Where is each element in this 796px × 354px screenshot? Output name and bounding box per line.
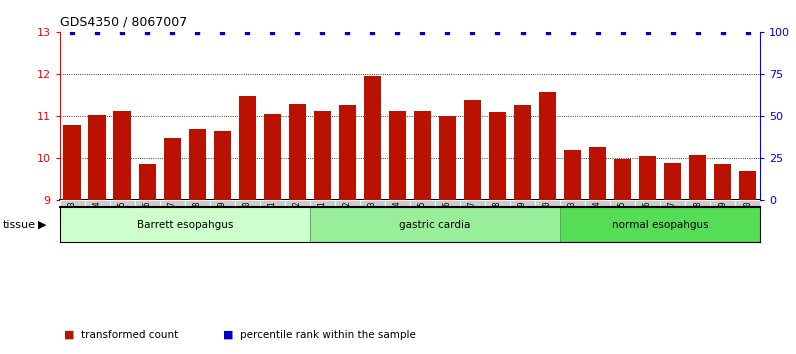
Bar	[535, 200, 560, 207]
Text: tissue: tissue	[2, 220, 35, 230]
Bar	[736, 200, 760, 207]
Bar	[689, 155, 706, 200]
Bar	[414, 111, 431, 200]
Text: percentile rank within the sample: percentile rank within the sample	[240, 330, 416, 339]
Text: normal esopahgus: normal esopahgus	[612, 220, 708, 230]
Bar	[610, 200, 635, 207]
Bar	[88, 115, 106, 200]
Bar	[285, 200, 310, 207]
Text: gastric cardia: gastric cardia	[400, 220, 470, 230]
Text: GSM851983: GSM851983	[68, 200, 76, 242]
Bar	[560, 207, 760, 242]
Bar	[163, 138, 181, 200]
Text: GSM852000: GSM852000	[743, 200, 752, 242]
Text: GSM851991: GSM851991	[267, 200, 277, 242]
Bar	[213, 131, 231, 200]
Text: GSM851995: GSM851995	[618, 200, 627, 242]
Bar	[135, 200, 160, 207]
Text: GSM851986: GSM851986	[142, 200, 152, 242]
Bar	[160, 200, 185, 207]
Text: GSM851999: GSM851999	[718, 200, 728, 242]
Text: GSM852004: GSM852004	[393, 200, 402, 242]
Bar	[435, 200, 460, 207]
Bar	[84, 200, 110, 207]
Text: ■: ■	[64, 330, 74, 339]
Text: Barrett esopahgus: Barrett esopahgus	[137, 220, 233, 230]
Text: GSM852010: GSM852010	[543, 200, 552, 242]
Bar	[185, 200, 210, 207]
Text: GSM852003: GSM852003	[368, 200, 377, 242]
Text: GSM851997: GSM851997	[668, 200, 677, 242]
Bar	[314, 111, 331, 200]
Text: transformed count: transformed count	[81, 330, 178, 339]
Text: GSM851996: GSM851996	[643, 200, 652, 242]
Bar	[259, 200, 285, 207]
Bar	[710, 200, 736, 207]
Bar	[539, 92, 556, 200]
Bar	[660, 200, 685, 207]
Bar	[310, 207, 560, 242]
Text: GSM851988: GSM851988	[193, 200, 202, 242]
Bar	[60, 200, 84, 207]
Text: GDS4350 / 8067007: GDS4350 / 8067007	[60, 16, 187, 29]
Bar	[485, 200, 510, 207]
Bar	[210, 200, 235, 207]
Text: GSM852008: GSM852008	[493, 200, 502, 242]
Text: GSM851990: GSM851990	[243, 200, 252, 242]
Text: GSM852009: GSM852009	[518, 200, 527, 242]
Text: GSM852007: GSM852007	[468, 200, 477, 242]
Bar	[239, 96, 256, 200]
Text: ▶: ▶	[38, 220, 47, 230]
Bar	[385, 200, 410, 207]
Bar	[114, 111, 131, 200]
Text: GSM851984: GSM851984	[92, 200, 102, 242]
Bar	[560, 200, 585, 207]
Bar	[110, 200, 135, 207]
Bar	[664, 163, 681, 200]
Bar	[639, 156, 657, 200]
Bar	[60, 207, 310, 242]
Text: GSM852001: GSM852001	[318, 200, 327, 242]
Bar	[589, 147, 607, 200]
Text: GSM851989: GSM851989	[218, 200, 227, 242]
Text: GSM851985: GSM851985	[118, 200, 127, 242]
Bar	[635, 200, 660, 207]
Bar	[614, 159, 631, 200]
Bar	[460, 200, 485, 207]
Bar	[464, 100, 482, 200]
Text: GSM851992: GSM851992	[293, 200, 302, 242]
Bar	[235, 200, 259, 207]
Text: GSM852002: GSM852002	[343, 200, 352, 242]
Bar	[310, 200, 335, 207]
Text: GSM851994: GSM851994	[593, 200, 602, 242]
Bar	[263, 114, 281, 200]
Bar	[410, 200, 435, 207]
Text: GSM851993: GSM851993	[568, 200, 577, 242]
Bar	[360, 200, 385, 207]
Bar	[364, 76, 381, 200]
Bar	[338, 104, 356, 200]
Bar	[439, 116, 456, 200]
Bar	[388, 111, 406, 200]
Bar	[139, 164, 156, 200]
Bar	[513, 104, 531, 200]
Bar	[189, 130, 206, 200]
Text: GSM852005: GSM852005	[418, 200, 427, 242]
Text: ■: ■	[223, 330, 233, 339]
Bar	[564, 150, 581, 200]
Bar	[714, 164, 732, 200]
Bar	[510, 200, 535, 207]
Bar	[289, 104, 306, 200]
Text: GSM851998: GSM851998	[693, 200, 702, 242]
Text: GSM851987: GSM851987	[168, 200, 177, 242]
Bar	[335, 200, 360, 207]
Bar	[685, 200, 710, 207]
Text: GSM852006: GSM852006	[443, 200, 452, 242]
Bar	[739, 171, 756, 200]
Bar	[585, 200, 610, 207]
Bar	[64, 125, 81, 200]
Bar	[489, 112, 506, 200]
